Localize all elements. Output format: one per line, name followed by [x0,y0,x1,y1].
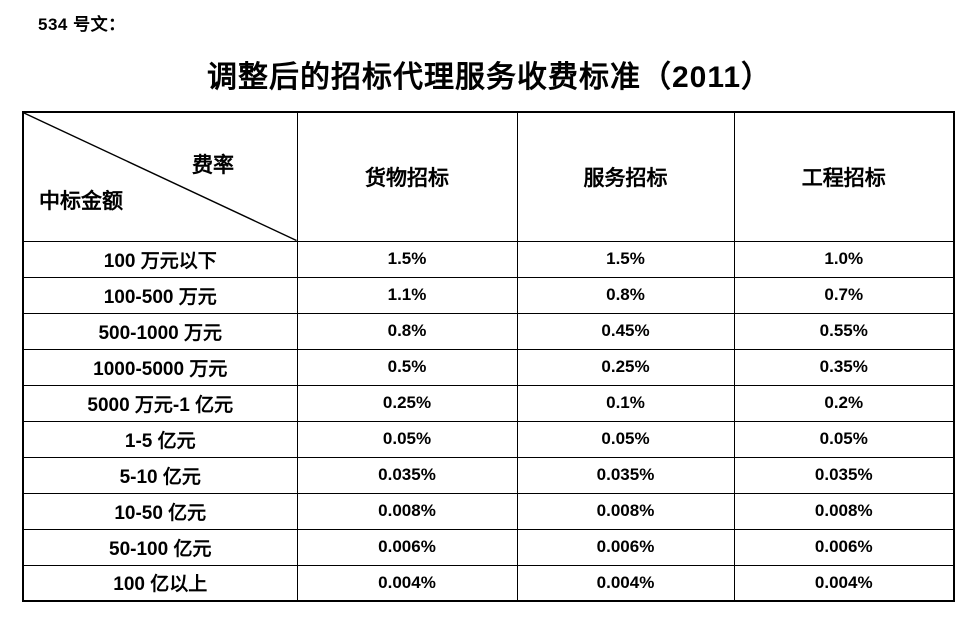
table-row: 5-10 亿元 0.035% 0.035% 0.035% [22,456,955,494]
column-header-engineering: 工程招标 [733,111,955,242]
row-label: 10-50 亿元 [22,492,298,530]
row-label: 500-1000 万元 [22,312,298,350]
doc-number: 534 号文： [38,15,126,34]
row-label: 100 亿以上 [22,564,298,602]
table-row: 100-500 万元 1.1% 0.8% 0.7% [22,276,955,314]
rate-cell: 0.035% [296,456,518,494]
rate-cell: 0.55% [733,312,955,350]
table-header-row: 费率 中标金额 货物招标 服务招标 工程招标 [22,111,955,242]
table-row: 100 亿以上 0.004% 0.004% 0.004% [22,564,955,602]
corner-cell: 费率 中标金额 [22,111,298,242]
rate-cell: 0.05% [296,420,518,458]
table-row: 10-50 亿元 0.008% 0.008% 0.008% [22,492,955,530]
rate-cell: 0.8% [516,276,735,314]
rate-cell: 0.1% [516,384,735,422]
corner-label-rate: 费率 [192,154,234,177]
rate-cell: 0.5% [296,348,518,386]
row-label: 1000-5000 万元 [22,348,298,386]
rate-cell: 0.035% [733,456,955,494]
fee-table: 费率 中标金额 货物招标 服务招标 工程招标 100 万元以下 1.5% 1.5… [22,111,955,602]
row-label: 5-10 亿元 [22,456,298,494]
rate-cell: 0.006% [733,528,955,566]
rate-cell: 0.004% [733,564,955,602]
table-row: 1000-5000 万元 0.5% 0.25% 0.35% [22,348,955,386]
rate-cell: 0.008% [733,492,955,530]
table-row: 100 万元以下 1.5% 1.5% 1.0% [22,240,955,278]
rate-cell: 0.8% [296,312,518,350]
rate-cell: 0.05% [733,420,955,458]
table-row: 5000 万元-1 亿元 0.25% 0.1% 0.2% [22,384,955,422]
rate-cell: 1.0% [733,240,955,278]
row-label: 100-500 万元 [22,276,298,314]
page-title: 调整后的招标代理服务收费标准（2011） [206,61,773,94]
rate-cell: 0.006% [516,528,735,566]
rate-cell: 0.004% [296,564,518,602]
corner-label-amount: 中标金额 [39,190,123,213]
rate-cell: 0.25% [516,348,735,386]
rate-cell: 1.1% [296,276,518,314]
rate-cell: 0.008% [516,492,735,530]
rate-cell: 1.5% [296,240,518,278]
column-header-services: 服务招标 [516,111,735,242]
row-label: 50-100 亿元 [22,528,298,566]
rate-cell: 0.35% [733,348,955,386]
rate-cell: 0.45% [516,312,735,350]
rate-cell: 0.05% [516,420,735,458]
table-row: 50-100 亿元 0.006% 0.006% 0.006% [22,528,955,566]
rate-cell: 0.035% [516,456,735,494]
diagonal-line [24,113,297,241]
rate-cell: 0.006% [296,528,518,566]
table-row: 1-5 亿元 0.05% 0.05% 0.05% [22,420,955,458]
row-label: 1-5 亿元 [22,420,298,458]
rate-cell: 0.25% [296,384,518,422]
rate-cell: 0.004% [516,564,735,602]
rate-cell: 0.7% [733,276,955,314]
row-label: 100 万元以下 [22,240,298,278]
rate-cell: 0.2% [733,384,955,422]
row-label: 5000 万元-1 亿元 [22,384,298,422]
rate-cell: 0.008% [296,492,518,530]
column-header-goods: 货物招标 [296,111,518,242]
table-row: 500-1000 万元 0.8% 0.45% 0.55% [22,312,955,350]
rate-cell: 1.5% [516,240,735,278]
